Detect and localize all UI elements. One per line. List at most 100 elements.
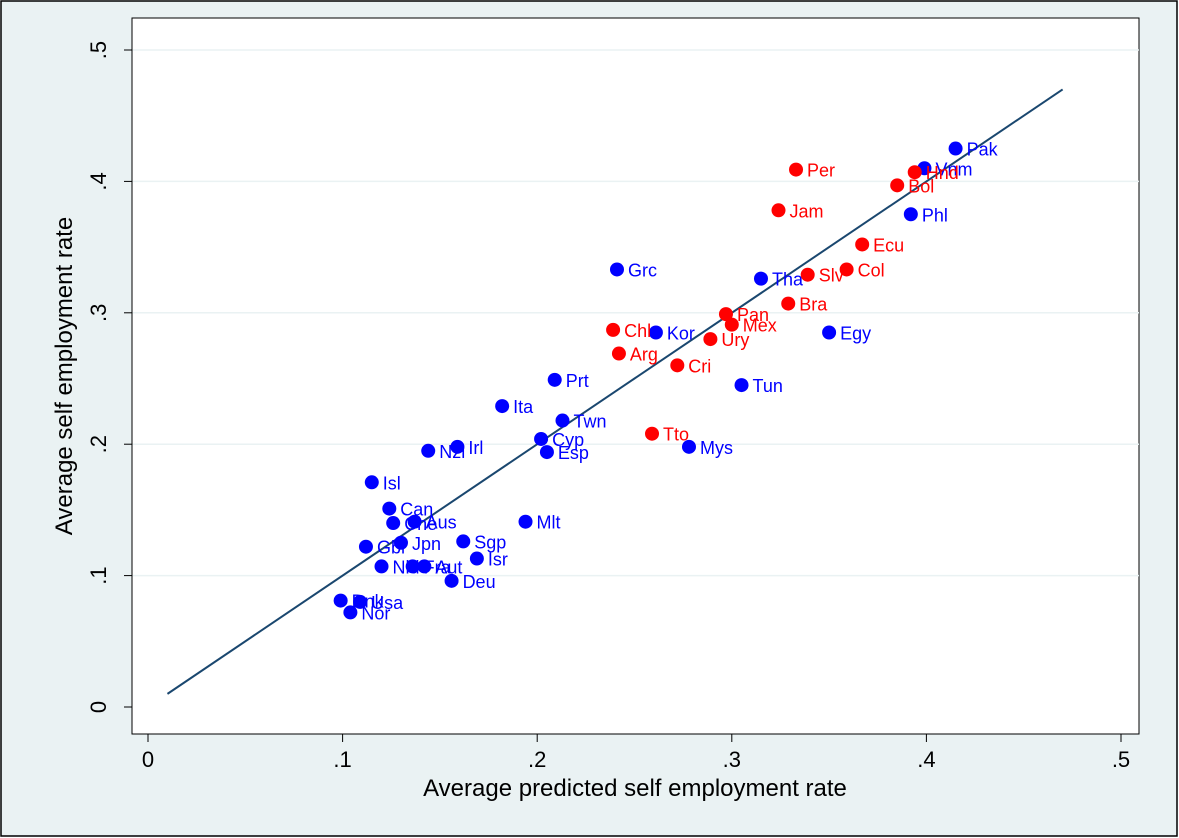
data-point bbox=[753, 271, 768, 286]
data-point-label: Slv bbox=[819, 266, 844, 286]
data-point bbox=[333, 593, 348, 608]
data-point-label: Gbr bbox=[377, 538, 407, 558]
data-point bbox=[645, 426, 660, 441]
x-tick-label: .3 bbox=[723, 747, 741, 772]
data-point-label: Deu bbox=[463, 572, 496, 592]
data-point bbox=[539, 445, 554, 460]
data-point-label: Jam bbox=[790, 201, 824, 221]
x-tick-label: .1 bbox=[333, 747, 351, 772]
data-point bbox=[800, 267, 815, 282]
data-point-label: Esp bbox=[558, 443, 589, 463]
data-point bbox=[822, 325, 837, 340]
x-axis-title: Average predicted self employment rate bbox=[423, 775, 847, 802]
data-point-label: Mex bbox=[743, 316, 777, 336]
data-point-label: Cyp bbox=[552, 430, 584, 450]
data-point-label: Mys bbox=[700, 438, 733, 458]
data-point bbox=[450, 439, 465, 454]
y-tick-label: .2 bbox=[86, 435, 111, 453]
data-point bbox=[771, 203, 786, 218]
data-point bbox=[703, 332, 718, 347]
data-point bbox=[353, 594, 368, 609]
y-tick-label: .1 bbox=[86, 566, 111, 584]
data-point bbox=[724, 317, 739, 332]
data-point bbox=[417, 559, 432, 574]
data-point bbox=[789, 162, 804, 177]
gridlines bbox=[132, 49, 1139, 577]
data-point-label: Can bbox=[400, 500, 433, 520]
data-point bbox=[734, 378, 749, 393]
data-point bbox=[407, 514, 422, 529]
data-point-label: Pan bbox=[737, 305, 769, 325]
data-point bbox=[382, 501, 397, 516]
data-point bbox=[611, 346, 626, 361]
data-point-label: Mlt bbox=[537, 513, 561, 533]
data-point bbox=[890, 178, 905, 193]
data-point bbox=[839, 262, 854, 277]
fit-line bbox=[166, 88, 1064, 695]
data-point bbox=[469, 551, 484, 566]
data-point-label: Ecu bbox=[873, 235, 904, 255]
data-point bbox=[364, 475, 379, 490]
data-point-label: Sgp bbox=[474, 532, 506, 552]
data-point-label: Chl bbox=[624, 321, 651, 341]
data-point-label: Nzl bbox=[439, 442, 465, 462]
data-point bbox=[386, 516, 401, 531]
data-point bbox=[358, 539, 373, 554]
data-point bbox=[444, 573, 459, 588]
axis-ticks: 0 .1 .2 .3 .4 .5 0 .1 .2 .3 .4 .5 bbox=[86, 41, 1130, 772]
data-point-label: Fra bbox=[424, 557, 452, 577]
x-tick-label: 0 bbox=[142, 747, 154, 772]
data-point-label: Ita bbox=[513, 397, 534, 417]
data-point bbox=[456, 534, 471, 549]
data-point bbox=[670, 358, 685, 373]
data-point-label: Aut bbox=[435, 557, 462, 577]
data-point-label: Kor bbox=[667, 324, 695, 344]
data-point-label: Bol bbox=[908, 176, 934, 196]
data-point-label: Tha bbox=[772, 270, 804, 290]
y-axis-title: Average self employment rate bbox=[51, 217, 78, 535]
data-point bbox=[718, 307, 733, 322]
data-point bbox=[781, 296, 796, 311]
data-point-label: Tto bbox=[663, 425, 689, 445]
data-point-label: Tun bbox=[753, 376, 783, 396]
data-point bbox=[681, 439, 696, 454]
data-point-label: Usa bbox=[371, 593, 404, 613]
y-tick-label: .3 bbox=[86, 304, 111, 322]
x-tick-label: .2 bbox=[528, 747, 546, 772]
data-point-label: Col bbox=[858, 260, 885, 280]
data-point bbox=[948, 141, 963, 156]
data-point-label: Twn bbox=[573, 412, 606, 432]
data-point-label: Ury bbox=[721, 330, 749, 350]
y-tick-label: .4 bbox=[86, 172, 111, 190]
data-point bbox=[855, 237, 870, 252]
data-point bbox=[343, 605, 358, 620]
data-point bbox=[518, 514, 533, 529]
data-point-label: Prt bbox=[566, 371, 589, 391]
data-point-label: Jpn bbox=[412, 534, 441, 554]
data-point-label: Nor bbox=[361, 603, 390, 623]
data-point-label: Hnd bbox=[926, 163, 959, 183]
plot-area bbox=[131, 17, 1140, 735]
data-point-label: Aus bbox=[426, 513, 457, 533]
data-point bbox=[606, 322, 621, 337]
x-tick-label: .4 bbox=[917, 747, 935, 772]
data-point-label: Egy bbox=[840, 324, 871, 344]
data-point bbox=[907, 165, 922, 180]
data-point bbox=[421, 443, 436, 458]
data-point-label: Vnm bbox=[935, 159, 972, 179]
data-point-label: Phl bbox=[922, 205, 948, 225]
data-point-label: Bra bbox=[799, 295, 828, 315]
data-point bbox=[393, 535, 408, 550]
data-point bbox=[495, 399, 510, 414]
data-point-label: Che bbox=[404, 514, 437, 534]
data-point-label: Irl bbox=[468, 438, 483, 458]
data-point bbox=[648, 325, 663, 340]
y-tick-label: .5 bbox=[86, 41, 111, 59]
x-tick-label: .5 bbox=[1112, 747, 1130, 772]
data-point-label: Arg bbox=[630, 345, 658, 365]
data-point bbox=[555, 413, 570, 428]
